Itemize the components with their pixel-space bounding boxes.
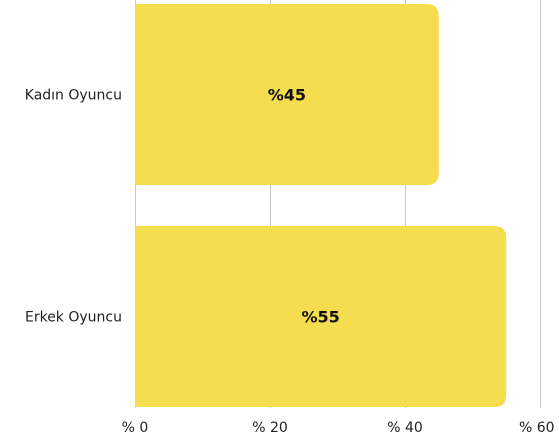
category-label-1: Erkek Oyuncu xyxy=(25,310,122,326)
x-tick-label-1: % 20 xyxy=(252,420,288,436)
x-tick-label-2: % 40 xyxy=(387,420,423,436)
bars xyxy=(135,4,507,407)
category-labels: Kadın Oyuncu Erkek Oyuncu xyxy=(25,88,122,326)
x-axis-tick-labels: % 0 % 20 % 40 % 60 xyxy=(122,420,555,436)
data-label-0: %45 xyxy=(268,86,306,105)
x-tick-label-0: % 0 xyxy=(122,420,149,436)
data-label-1: %55 xyxy=(301,308,339,327)
category-label-0: Kadın Oyuncu xyxy=(25,88,122,104)
bar-0 xyxy=(135,4,439,185)
bar-1 xyxy=(135,226,507,407)
x-tick-label-3: % 60 xyxy=(519,420,555,436)
data-labels: %45 %55 xyxy=(268,86,340,327)
